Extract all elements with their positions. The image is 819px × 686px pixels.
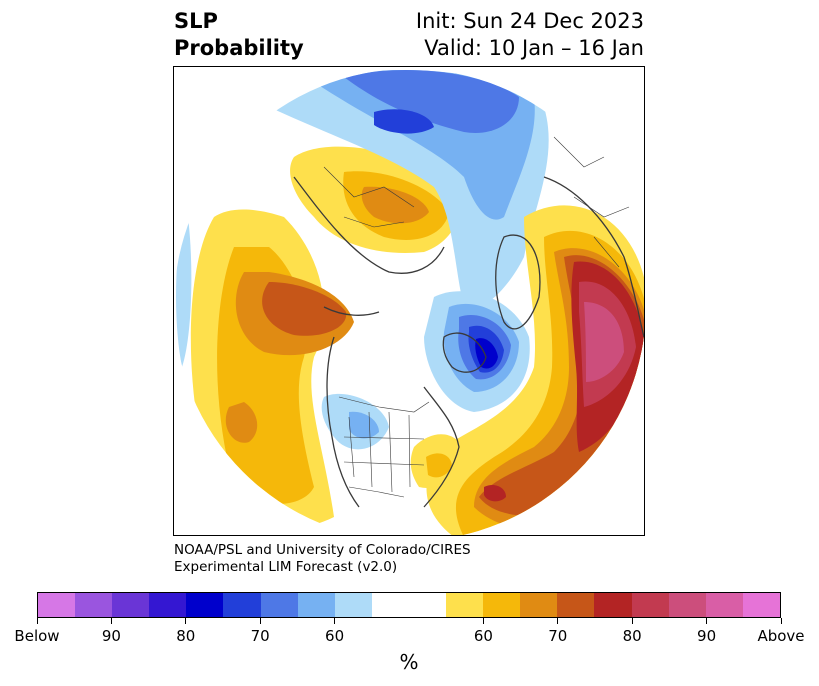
- us-mexico-border: [348, 486, 405, 498]
- colorbar-tick-label: 80: [622, 627, 642, 645]
- colorbar-tick-label: Below: [14, 627, 60, 645]
- colorbar-bin: [297, 593, 335, 617]
- europe-borders: [553, 136, 630, 268]
- colorbar-tick-label: 60: [473, 627, 493, 645]
- colorbar-tick: [36, 618, 38, 624]
- colorbar-bin: [260, 593, 298, 617]
- colorbar-bin: [186, 593, 224, 617]
- us-canada-border: [338, 396, 430, 413]
- colorbar-tick: [706, 618, 708, 624]
- pacific-below-60: [176, 217, 192, 367]
- state-grid: [343, 411, 425, 493]
- colorbar-bin: [483, 593, 521, 617]
- credit-line-2: Experimental LIM Forecast (v2.0): [174, 559, 398, 575]
- colorbar-bin: [446, 593, 484, 617]
- na-coast-east: [423, 386, 460, 508]
- coastlines: [293, 176, 644, 508]
- colorbar-bin: [668, 593, 706, 617]
- us-below-65: [349, 411, 379, 439]
- alaska-coast: [323, 306, 380, 316]
- colorbar-tick: [780, 618, 782, 624]
- colorbar-bin: [75, 593, 113, 617]
- colorbar-tick: [110, 618, 112, 624]
- init-date: Init: Sun 24 Dec 2023: [415, 9, 644, 33]
- probability-colorbar: [37, 592, 781, 618]
- asia-above-70: [361, 186, 429, 224]
- map-canvas: [174, 67, 644, 535]
- colorbar-bin: [223, 593, 261, 617]
- colorbar-tick: [334, 618, 336, 624]
- canada-below-90: [475, 338, 498, 369]
- colorbar-tick: [557, 618, 559, 624]
- colorbar-tick-label: 70: [250, 627, 270, 645]
- hudson-bay: [442, 332, 487, 373]
- borders: [323, 136, 630, 498]
- colorbar-bin: [371, 593, 409, 617]
- colorbar-bin: [408, 593, 447, 617]
- atlantic-above-90: [584, 302, 624, 382]
- colorbar-tick-label: 90: [101, 627, 121, 645]
- colorbar-tick: [259, 618, 261, 624]
- colorbar-bin: [594, 593, 632, 617]
- colorbar-tick-label: 60: [325, 627, 345, 645]
- us-east-above-65: [426, 453, 452, 478]
- europe-coast: [543, 176, 644, 338]
- credit-text: NOAA/PSL and University of Colorado/CIRE…: [174, 542, 471, 576]
- probability-map: [173, 66, 645, 536]
- colorbar-bin: [631, 593, 669, 617]
- pacific-above-70b: [225, 402, 258, 443]
- forecast-dates: Init: Sun 24 Dec 2023 Valid: 10 Jan – 16…: [416, 8, 644, 62]
- arctic-below-70: [344, 69, 519, 133]
- credit-line-1: NOAA/PSL and University of Colorado/CIRE…: [174, 542, 471, 558]
- map-title: SLP Probability: [174, 8, 304, 62]
- colorbar-tick-label: 70: [548, 627, 568, 645]
- colorbar-tick-label: 90: [697, 627, 717, 645]
- colorbar-tick-label: Above: [757, 627, 805, 645]
- colorbar-bin: [705, 593, 743, 617]
- arctic-below-80: [374, 109, 434, 134]
- colorbar-bin: [334, 593, 372, 617]
- valid-range: Valid: 10 Jan – 16 Jan: [424, 36, 644, 60]
- variable-label: SLP: [174, 9, 218, 33]
- colorbar-bin: [520, 593, 558, 617]
- colorbar-bin: [557, 593, 595, 617]
- asia-borders: [323, 166, 415, 228]
- greenland: [495, 234, 541, 330]
- asia-coast: [293, 176, 445, 274]
- colorbar-bin: [38, 593, 76, 617]
- colorbar-unit: %: [399, 650, 419, 674]
- atlantic-above-80b: [484, 485, 506, 502]
- colorbar-bin: [149, 593, 187, 617]
- colorbar-tick: [631, 618, 633, 624]
- colorbar-tick: [185, 618, 187, 624]
- colorbar-bin: [742, 593, 780, 617]
- colorbar-tick-label: 80: [176, 627, 196, 645]
- product-label: Probability: [174, 36, 304, 60]
- na-coast-west: [326, 336, 360, 508]
- colorbar-tick: [482, 618, 484, 624]
- colorbar-bin: [112, 593, 150, 617]
- pacific-above-75: [262, 282, 347, 336]
